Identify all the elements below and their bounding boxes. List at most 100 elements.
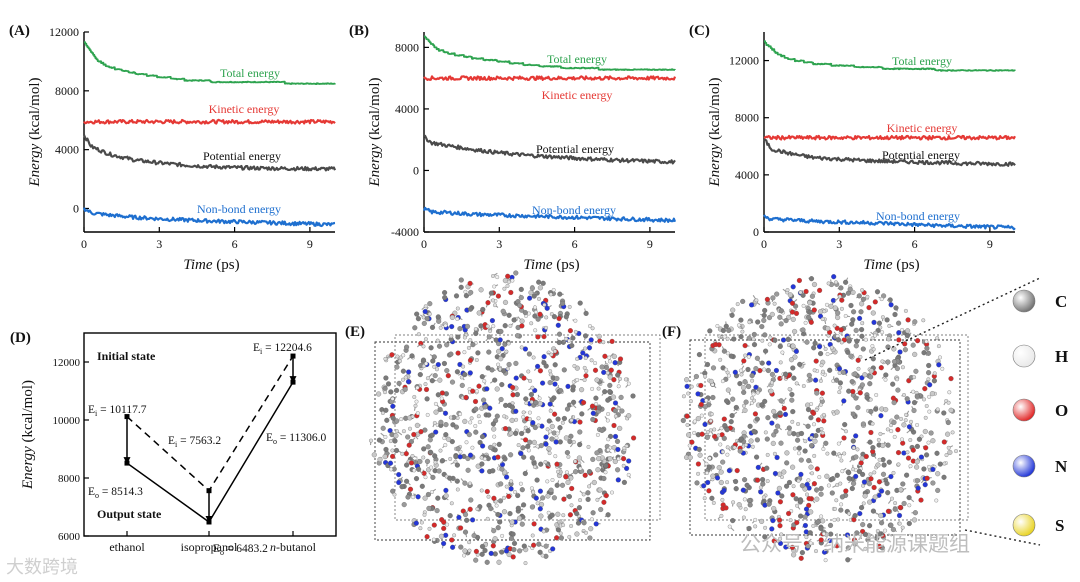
atom — [708, 418, 713, 423]
atom — [522, 310, 528, 316]
atom — [718, 469, 724, 475]
atom — [484, 386, 490, 392]
atom — [798, 290, 803, 295]
atom — [563, 314, 569, 320]
atom — [732, 445, 737, 450]
atom — [924, 404, 929, 408]
atom — [837, 371, 842, 375]
atom — [806, 458, 812, 464]
x-tick-label: 0 — [81, 237, 87, 251]
atom — [697, 452, 703, 458]
atom — [818, 525, 824, 532]
atom — [823, 558, 828, 563]
atom — [394, 364, 400, 370]
atom — [571, 399, 577, 405]
atom — [941, 410, 947, 416]
atom — [587, 535, 593, 541]
atom — [695, 391, 701, 397]
atom — [733, 478, 739, 485]
panel-e-molecular-box: (E) — [345, 270, 661, 566]
atom — [555, 511, 561, 517]
atom — [473, 406, 479, 412]
atom — [390, 415, 396, 421]
atom — [509, 417, 515, 423]
atom — [771, 506, 777, 512]
atom — [873, 406, 879, 412]
atom — [501, 509, 508, 515]
atom — [546, 418, 552, 424]
atom — [692, 419, 697, 424]
atom — [787, 387, 792, 392]
atom — [447, 475, 453, 481]
atom — [481, 397, 487, 403]
atom — [817, 344, 823, 350]
y-tick-label: 8000 — [58, 473, 81, 485]
atom — [491, 298, 495, 303]
atom — [408, 426, 412, 431]
atom — [613, 414, 618, 419]
atom — [840, 469, 845, 474]
series-line — [422, 206, 677, 223]
atom — [488, 550, 494, 556]
atom — [473, 327, 478, 332]
atom — [870, 445, 876, 451]
atom — [862, 372, 868, 378]
atom — [494, 413, 500, 419]
atom — [518, 481, 523, 486]
atom — [849, 321, 855, 327]
series-line — [83, 118, 336, 125]
atom — [543, 460, 548, 465]
atom — [594, 450, 600, 456]
atom — [615, 477, 621, 483]
atom — [725, 351, 730, 356]
atom — [590, 326, 595, 331]
atom — [689, 439, 695, 445]
atom — [775, 490, 781, 496]
atom — [948, 407, 954, 413]
atom — [464, 440, 469, 445]
atom — [624, 465, 630, 471]
atom — [738, 368, 743, 373]
atom — [472, 398, 479, 405]
atom — [577, 429, 583, 435]
atom — [803, 506, 810, 512]
atom — [533, 305, 537, 310]
atom — [565, 479, 571, 485]
atom — [444, 368, 450, 374]
atom — [908, 438, 913, 442]
atom — [774, 291, 780, 297]
atom — [879, 297, 884, 302]
atom — [497, 519, 503, 525]
series-line — [423, 75, 677, 82]
atom — [878, 413, 884, 419]
atom — [805, 423, 811, 429]
atom — [533, 495, 539, 501]
atom — [425, 444, 431, 450]
atom — [554, 461, 560, 467]
atom — [473, 424, 478, 428]
atom — [518, 286, 524, 292]
atom — [509, 479, 514, 484]
atom — [454, 462, 460, 468]
atom — [860, 522, 866, 528]
atom — [930, 480, 936, 486]
atom — [775, 423, 781, 429]
series-label: Potential energy — [536, 142, 614, 156]
atom — [849, 379, 855, 385]
atom — [617, 425, 623, 431]
watermark-right: 公众号 · 纳米能源课题组 — [740, 532, 971, 556]
atom — [875, 529, 880, 533]
atom — [777, 471, 783, 477]
atom — [567, 338, 572, 343]
atom — [462, 548, 468, 554]
atom — [536, 279, 542, 285]
atom — [802, 514, 808, 520]
atom — [528, 391, 534, 398]
atom — [904, 396, 910, 402]
atom — [496, 441, 502, 447]
atom — [808, 415, 814, 421]
atom — [733, 486, 739, 492]
atom — [812, 368, 817, 373]
atom — [569, 343, 575, 349]
atom — [808, 509, 814, 515]
